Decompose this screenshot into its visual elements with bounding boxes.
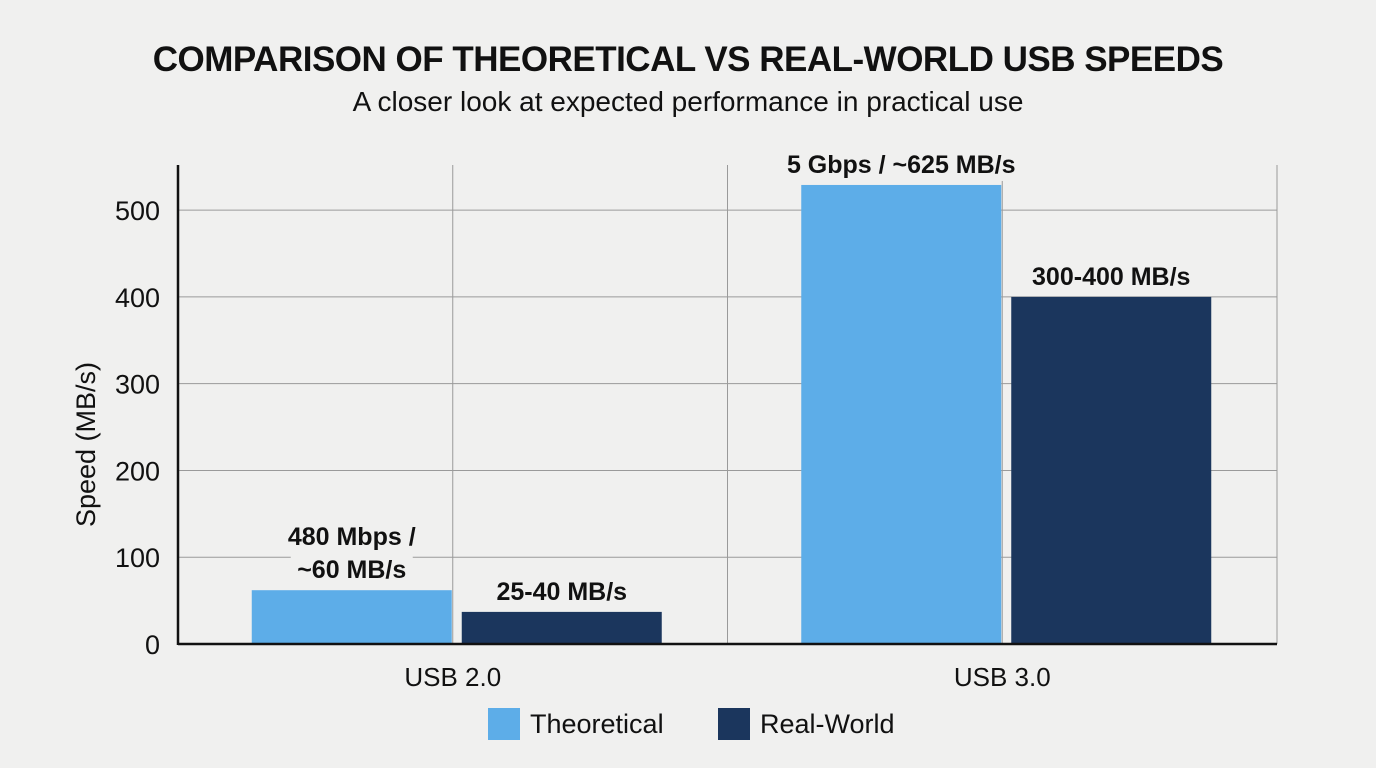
bar-theoretical-usb20 <box>251 590 452 644</box>
y-axis-label: Speed (MB/s) <box>71 362 101 527</box>
data-label: 25-40 MB/s <box>496 578 627 606</box>
y-tick-label: 0 <box>145 630 160 660</box>
legend-swatch-theoretical <box>488 708 520 740</box>
legend-label: Theoretical <box>530 708 664 739</box>
y-tick-label: 500 <box>115 196 160 226</box>
data-label-background <box>1022 259 1200 293</box>
data-label-background <box>277 520 427 554</box>
bar-theoretical-usb30 <box>801 184 1002 645</box>
y-tick-label: 100 <box>115 543 160 573</box>
legend-swatch-real-world <box>718 708 750 740</box>
x-tick-label: USB 3.0 <box>954 662 1051 692</box>
chart-title: COMPARISON OF THEORETICAL VS REAL-WORLD … <box>152 40 1224 79</box>
data-label: 480 Mbps / <box>288 523 416 551</box>
data-label-background <box>487 574 637 608</box>
data-label: ~60 MB/s <box>297 556 406 584</box>
y-tick-label: 300 <box>115 370 160 400</box>
data-label-background <box>290 553 413 587</box>
y-tick-label: 400 <box>115 283 160 313</box>
bar-real-world-usb30 <box>1011 296 1212 644</box>
legend-item-theoretical: Theoretical <box>488 708 664 740</box>
bar-real-world-usb20 <box>461 611 662 644</box>
legend-label: Real-World <box>760 708 895 739</box>
legend-item-real-world: Real-World <box>718 708 895 740</box>
data-label: 5 Gbps / ~625 MB/s <box>787 151 1016 179</box>
chart-subtitle: A closer look at expected performance in… <box>352 86 1024 117</box>
data-label: 300-400 MB/s <box>1032 263 1190 291</box>
data-label-background <box>771 147 1031 181</box>
y-tick-label: 200 <box>115 456 160 486</box>
x-tick-label: USB 2.0 <box>404 662 501 692</box>
